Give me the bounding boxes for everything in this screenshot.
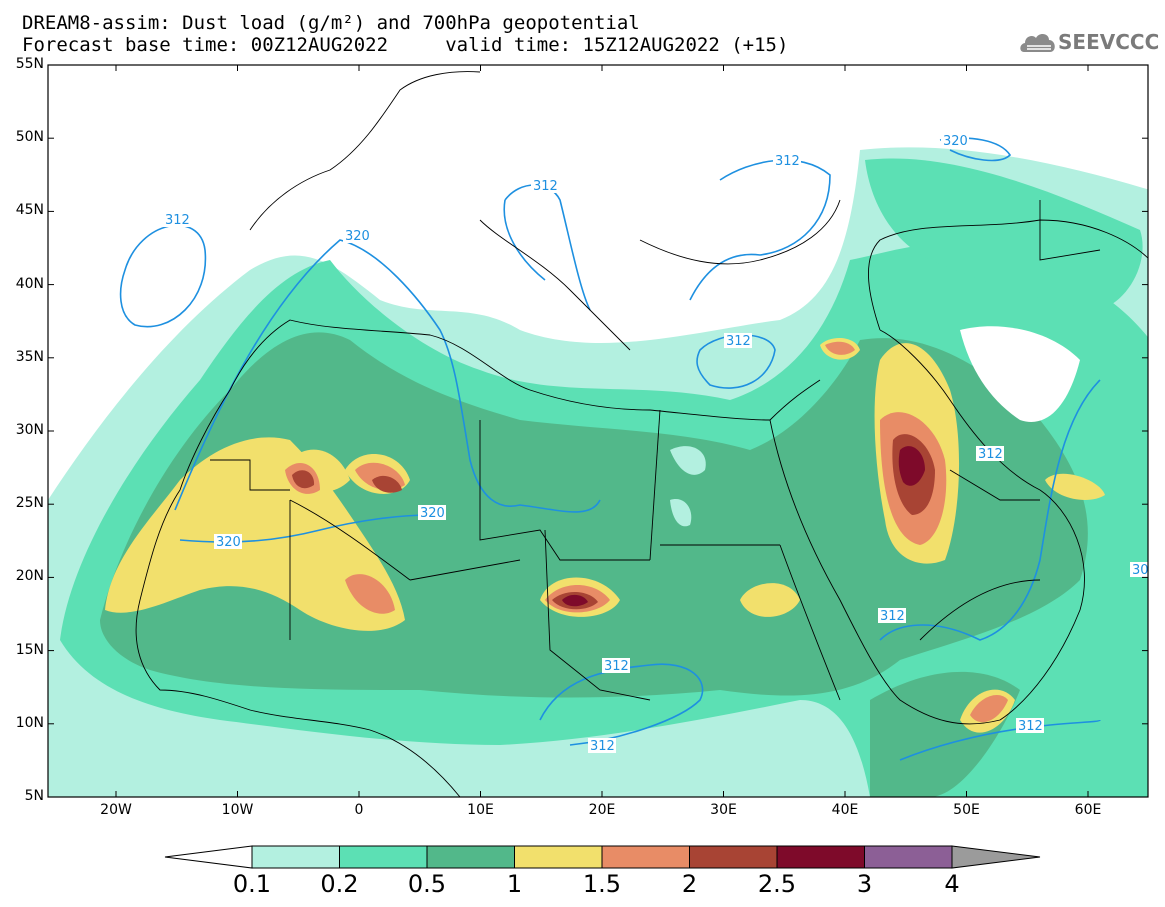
latitude-label: 35N xyxy=(15,348,44,365)
contour-label: 312 xyxy=(165,213,190,228)
forecast-time-subtitle: Forecast base time: 00Z12AUG2022 valid t… xyxy=(22,34,789,56)
colorbar-label: 2 xyxy=(681,870,698,898)
figure-title: DREAM8-assim: Dust load (g/m²) and 700hP… xyxy=(22,12,640,34)
longitude-label: 50E xyxy=(953,802,980,818)
colorbar-label: 3 xyxy=(856,870,873,898)
longitude-label: 10W xyxy=(221,802,254,818)
latitude-label: 40N xyxy=(15,275,44,292)
longitude-label: 40E xyxy=(831,802,859,818)
cloud-icon xyxy=(1020,34,1055,52)
colorbar-label: 0.1 xyxy=(232,870,272,898)
latitude-label: 20N xyxy=(15,568,44,585)
contour-label: 312 xyxy=(1018,719,1043,734)
contour-label: 30 xyxy=(1132,563,1149,578)
longitude-label: 10E xyxy=(467,802,494,818)
contour-label: 320 xyxy=(420,506,445,521)
dust-field: 312 320 312 320 312 312 320 320 312 312 xyxy=(48,71,1149,797)
contour-label: 312 xyxy=(726,334,751,349)
longitude-label: 20E xyxy=(588,802,616,818)
contour-label: 320 xyxy=(216,535,241,550)
contour-label: 320 xyxy=(943,134,968,149)
colorbar-label: 1 xyxy=(506,870,523,898)
latitude-label: 15N xyxy=(15,641,44,658)
latitude-label: 45N xyxy=(15,202,44,219)
contour-label: 312 xyxy=(590,739,615,754)
latitude-label: 30N xyxy=(15,422,44,438)
latitude-label: 5N xyxy=(24,788,44,804)
longitude-label: 60E xyxy=(1074,802,1102,818)
longitude-label: 0 xyxy=(354,802,364,818)
latitude-label: 50N xyxy=(15,129,44,146)
colorbar-label: 0.2 xyxy=(320,870,359,898)
contour-label: 312 xyxy=(533,179,558,194)
contour-label: 312 xyxy=(880,609,905,624)
colorbar-label: 4 xyxy=(944,870,960,898)
longitude-label: 20W xyxy=(100,802,132,818)
logo-text: SEEVCCC xyxy=(1058,30,1160,54)
latitude-label: 25N xyxy=(15,495,44,512)
contour-label: 312 xyxy=(775,154,800,169)
contour-label: 320 xyxy=(345,229,370,244)
latitude-label: 10N xyxy=(15,714,44,731)
colorbar-label: 2.5 xyxy=(757,870,797,898)
latitude-label: 55N xyxy=(15,56,44,72)
colorbar-label: 1.5 xyxy=(582,870,622,898)
colorbar-label: 0.5 xyxy=(407,870,447,898)
contour-label: 312 xyxy=(978,447,1003,462)
contour-label: 312 xyxy=(604,659,629,674)
longitude-label: 30E xyxy=(710,802,737,818)
